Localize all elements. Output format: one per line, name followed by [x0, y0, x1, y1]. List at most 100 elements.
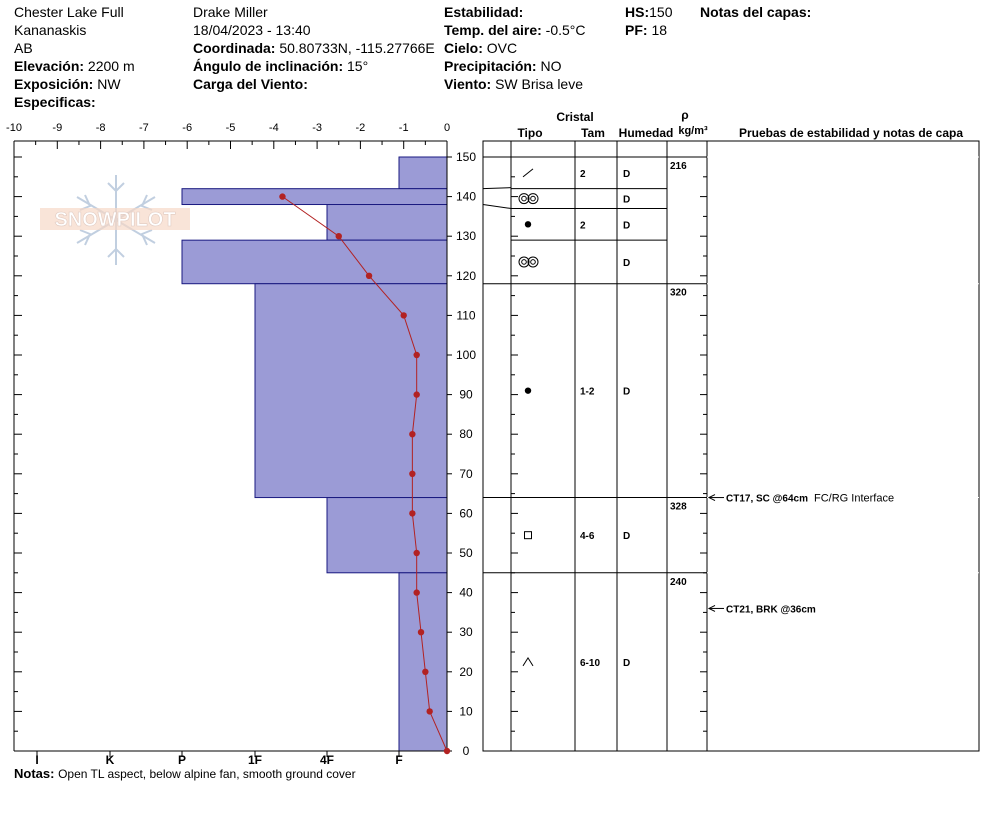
density-value: 328: [670, 502, 687, 513]
hardness-label: 4F: [320, 753, 334, 767]
layer-moisture: D: [623, 195, 630, 206]
sky-label: Cielo:: [444, 40, 483, 56]
temperature-point: [413, 549, 420, 557]
elevation-label: Elevación:: [14, 58, 85, 74]
hardness-bar: [398, 572, 448, 752]
pf-value: 18: [651, 22, 668, 38]
layer-notes-label: Notas del capas:: [700, 4, 812, 20]
layer-table: 2 D D 2 D D 1-2 D 4-6 D 6-10 D 216 320 328 240 CT17, SC …: [482, 140, 980, 752]
hardness-label: F: [395, 753, 402, 767]
header-density-unit: kg/m³: [678, 125, 708, 137]
specifics-label: Especificas:: [14, 94, 96, 110]
decomposing-grain-icon: [522, 168, 534, 178]
state-name: AB: [14, 40, 33, 56]
air-temp-value: -0.5°C: [545, 22, 586, 38]
temp-tick-label: -5: [226, 122, 236, 134]
layer-size: 1-2: [580, 387, 595, 398]
temperature-hardness-plot: [13, 140, 452, 757]
air-temp-label: Temp. del aire:: [444, 22, 542, 38]
header-cristal: Cristal: [556, 110, 593, 124]
wind-load-label: Carga del Viento:: [193, 76, 308, 92]
temperature-point: [413, 351, 420, 359]
faceted-grain-icon: [524, 531, 532, 540]
rounded-grain-icon: [524, 221, 532, 228]
stability-test: CT17, SC @64cm FC/RG Interface: [726, 493, 894, 505]
slope-value: 15°: [347, 58, 369, 74]
hardness-label: 1F: [248, 753, 262, 767]
hardness-bar: [254, 283, 448, 499]
snowpilot-logo: SNOWPILOT: [40, 175, 190, 265]
slope-label: Ángulo de inclinación:: [193, 58, 344, 74]
temperature-point: [443, 747, 451, 755]
stability-test-label: CT17, SC @64cm: [726, 494, 808, 505]
height-tick-label: 0: [463, 744, 470, 758]
stability-test-note: FC/RG Interface: [814, 493, 894, 505]
temperature-point: [413, 391, 420, 398]
layer-connector: [482, 187, 512, 190]
height-tick-label: 50: [459, 546, 473, 560]
aspect-label: Exposición:: [14, 76, 94, 92]
height-tick-label: 40: [459, 586, 473, 600]
height-tick-label: 30: [459, 625, 473, 639]
coordinate-value: 50.80733N, -115.27766E: [279, 40, 435, 56]
precip-label: Precipitación:: [444, 58, 537, 74]
hardness-bar: [181, 239, 448, 285]
height-tick-label: 90: [459, 388, 473, 402]
temp-tick-label: 0: [444, 122, 450, 134]
height-tick-label: 20: [459, 665, 473, 679]
wind-value: SW Brisa leve: [495, 76, 584, 92]
test-arrow-head: [707, 494, 716, 502]
coordinate-label: Coordinada:: [193, 40, 276, 56]
layer-moisture: D: [623, 658, 630, 669]
density-value: 216: [670, 161, 687, 172]
temperature-point: [413, 589, 420, 596]
graupel-icon: [530, 259, 536, 265]
temperature-point: [426, 708, 433, 715]
temperature-point: [422, 668, 429, 675]
density-value: 320: [670, 288, 687, 299]
temperature-point: [409, 510, 416, 517]
graupel-icon: [527, 193, 539, 205]
layer-moisture: D: [623, 531, 630, 542]
height-tick-label: 150: [456, 150, 476, 164]
hardness-bar: [398, 156, 448, 190]
air-temp-row: Temp. del aire: -0.5°C: [444, 21, 586, 39]
layer-size: 6-10: [580, 658, 600, 669]
hardness-bar: [326, 497, 448, 574]
aspect-row: Exposición: NW: [14, 75, 121, 93]
height-tick-label: 10: [459, 704, 473, 718]
temp-tick-label: -10: [6, 122, 22, 134]
hardness-label: P: [178, 753, 186, 767]
header-tam: Tam: [581, 126, 605, 140]
coordinate-row: Coordinada: 50.80733N, -115.27766E: [193, 39, 435, 57]
hardness-label: K: [106, 753, 115, 767]
region-name: Kananaskis: [14, 22, 87, 38]
graupel-icon: [521, 259, 527, 265]
sky-value: OVC: [486, 40, 518, 56]
layer-moisture: D: [623, 220, 630, 231]
graupel-icon: [518, 193, 530, 205]
height-tick-label: 80: [459, 427, 473, 441]
temperature-point: [409, 470, 416, 477]
layer-moisture: D: [623, 387, 630, 398]
notes-row: Notas: Open TL aspect, below alpine fan,…: [14, 765, 356, 783]
location-name: Chester Lake Full: [14, 4, 124, 20]
axis-labels: -10 -9 -8 -7 -6 -5 -4 -3 -2 -1 0I K P 1F 4F F0102030405…: [6, 108, 963, 767]
height-tick-label: 130: [456, 229, 476, 243]
graupel-icon: [527, 256, 539, 268]
notes-label: Notas:: [14, 766, 55, 781]
height-tick-label: 120: [456, 269, 476, 283]
temp-tick-label: -6: [182, 122, 192, 134]
hardness-label: I: [35, 753, 38, 767]
pf-label: PF:: [625, 22, 648, 38]
layer-size: 4-6: [580, 531, 595, 542]
temperature-point: [417, 629, 425, 636]
wind-label: Viento:: [444, 76, 492, 92]
temp-tick-label: -2: [356, 122, 366, 134]
header-rho: ρ: [681, 108, 688, 122]
height-tick-label: 100: [456, 348, 476, 362]
stability-test-label: CT21, BRK @36cm: [726, 604, 816, 615]
hardness-bar: [326, 204, 448, 241]
aspect-value: NW: [97, 76, 121, 92]
